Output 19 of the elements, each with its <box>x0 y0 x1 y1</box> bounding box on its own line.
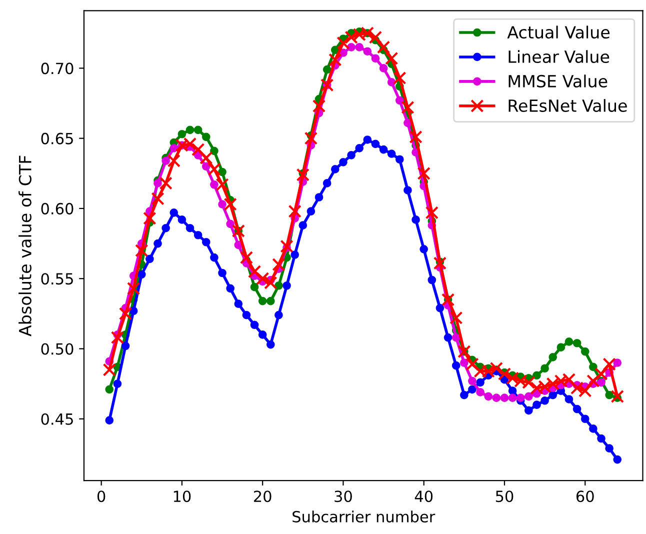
x-tick-label: 0 <box>97 490 106 502</box>
x-tick-label: 60 <box>576 490 594 502</box>
legend-label: Linear Value <box>508 50 610 64</box>
x-tick-label: 10 <box>174 490 191 502</box>
y-tick-label: 0.45 <box>41 413 73 425</box>
x-axis-title: Subcarrier number <box>292 510 436 522</box>
x-tick-label: 20 <box>254 490 272 502</box>
y-tick-label: 0.65 <box>41 132 73 144</box>
x-tick-label: 50 <box>496 490 514 502</box>
x-tick-label: 40 <box>414 490 433 502</box>
legend-label: ReEsNet Value <box>508 99 627 112</box>
legend-label: MMSE Value <box>508 74 608 88</box>
x-tick-label: 30 <box>334 490 352 502</box>
legend-label: Actual Value <box>507 26 610 39</box>
y-tick-label: 0.70 <box>41 62 74 74</box>
y-axis-title: Absolute value of CTF <box>18 156 32 336</box>
y-tick-label: 0.55 <box>41 273 73 285</box>
y-tick-label: 0.60 <box>41 202 74 214</box>
y-tick-label: 0.50 <box>41 343 74 355</box>
